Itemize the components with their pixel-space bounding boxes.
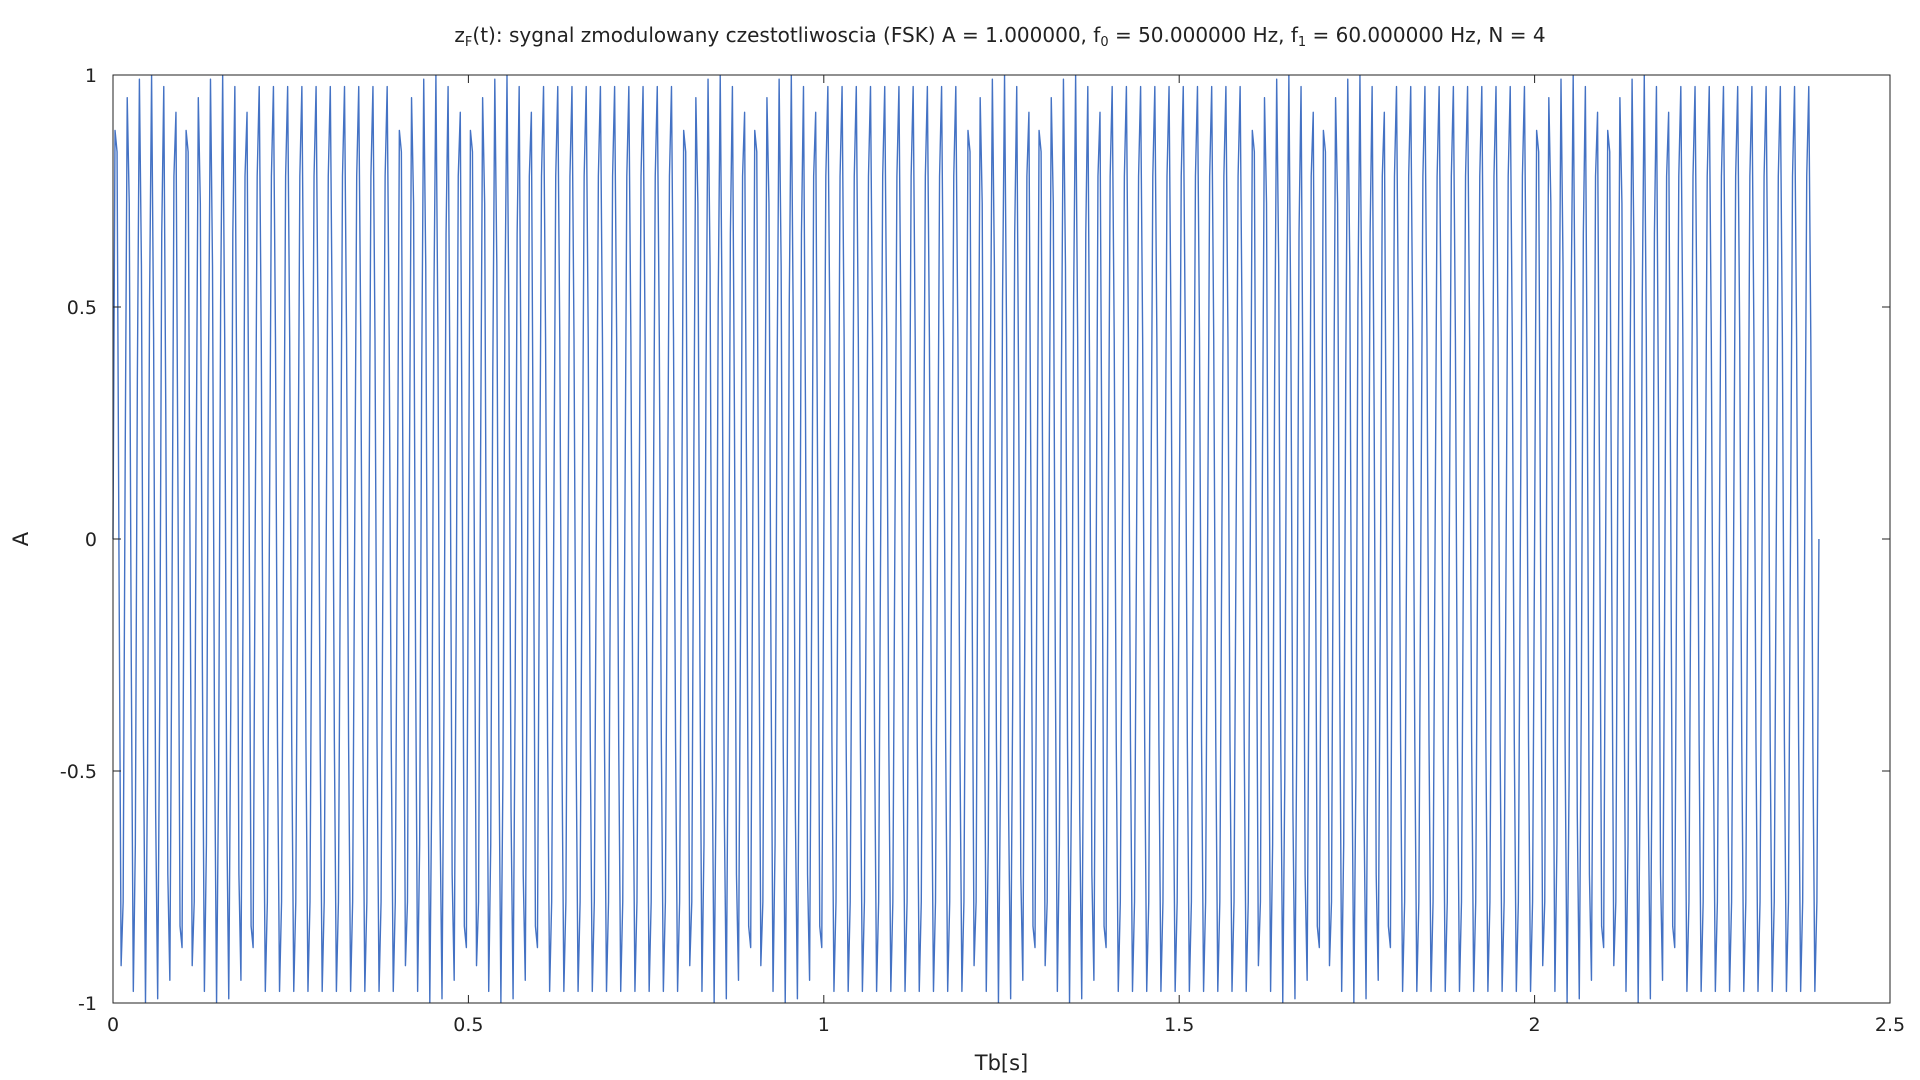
axis-ticks: 0 0.5 1 1.5 2 2.5 -1 -0.5 0 0.5 1 [60,65,1905,1036]
x-tick-label: 2.5 [1875,1014,1905,1036]
x-axis-label: Tb[s] [974,1051,1028,1075]
y-tick-label: 0.5 [67,297,97,319]
y-tick-label: 1 [85,65,97,87]
chart-title: zF(t): sygnal zmodulowany czestotliwosci… [454,23,1545,50]
x-tick-label: 1 [818,1014,830,1036]
y-axis-label: A [9,531,33,546]
y-tick-label: 0 [85,529,97,551]
x-tick-label: 0.5 [453,1014,483,1036]
y-tick-label: -0.5 [60,761,97,783]
x-tick-label: 1.5 [1164,1014,1194,1036]
y-tick-label: -1 [78,993,97,1015]
signal-layer [112,74,1820,1004]
signal-series-line [112,74,1820,1004]
x-tick-label: 2 [1529,1014,1541,1036]
x-tick-label: 0 [107,1014,119,1036]
